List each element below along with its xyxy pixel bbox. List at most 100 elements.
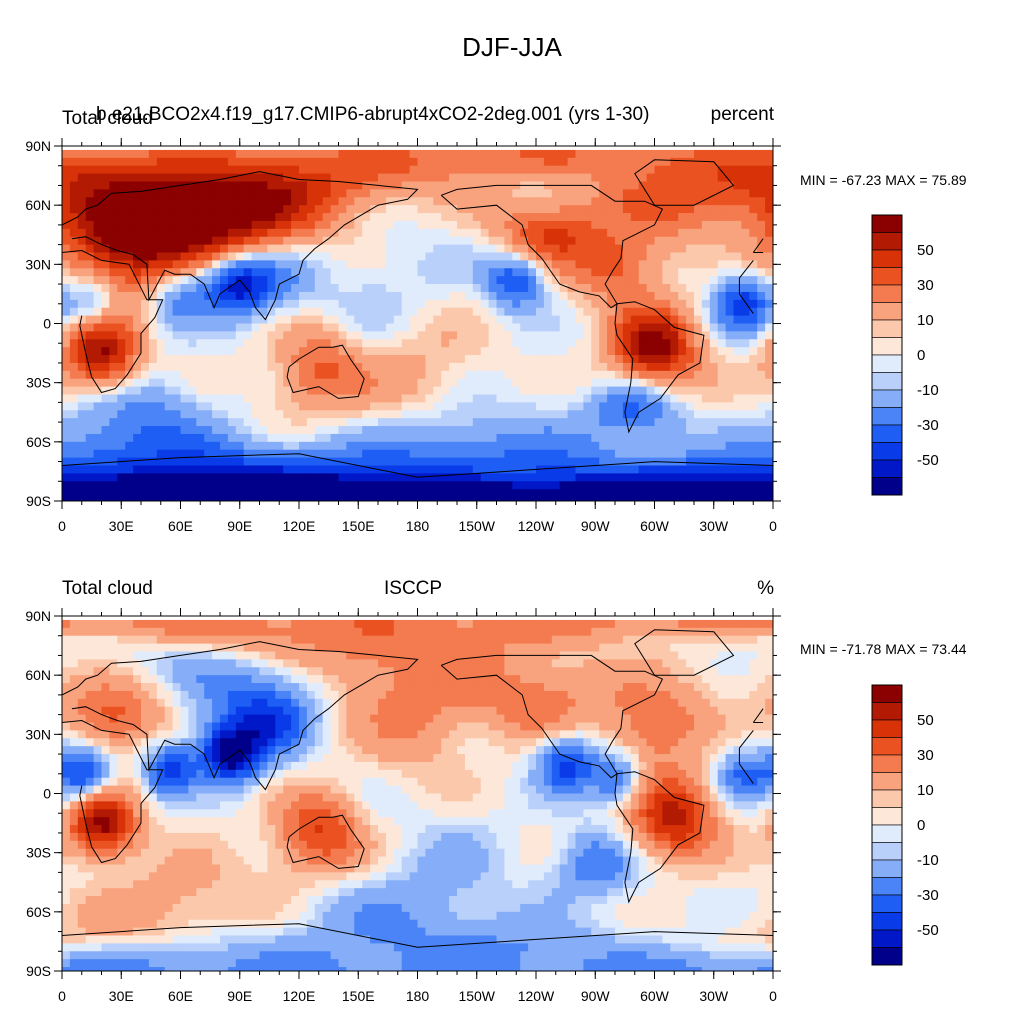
contour-cell: [528, 386, 537, 396]
contour-cell: [709, 465, 719, 474]
contour-cell: [196, 465, 205, 474]
contour-cell: [125, 244, 134, 254]
contour-cell: [299, 667, 308, 676]
contour-cell: [646, 284, 656, 293]
contour-cell: [93, 457, 103, 467]
contour-cell: [291, 189, 300, 198]
contour-cell: [109, 291, 118, 301]
contour-cell: [733, 651, 742, 660]
contour-cell: [733, 165, 742, 175]
contour-cell: [314, 667, 324, 676]
contour-cell: [765, 481, 773, 490]
contour-cell: [314, 347, 324, 356]
contour-cell: [362, 370, 371, 380]
contour-cell: [417, 205, 426, 214]
contour-cell: [504, 149, 513, 159]
contour-cell: [741, 489, 750, 498]
contour-cell: [701, 181, 711, 190]
contour-cell: [488, 635, 498, 645]
contour-cell: [330, 675, 340, 684]
contour-cell: [543, 370, 553, 380]
contour-cell: [559, 299, 569, 309]
contour-cell: [717, 205, 727, 214]
contour-cell: [678, 228, 687, 238]
contour-cell: [528, 149, 537, 159]
contour-cell: [401, 181, 411, 190]
contour-cell: [464, 667, 474, 676]
contour-cell: [551, 347, 561, 356]
contour-cell: [117, 651, 126, 660]
contour-cell: [251, 149, 261, 159]
contour-cell: [480, 659, 490, 668]
contour-cell: [757, 410, 766, 419]
contour-cell: [164, 252, 174, 261]
contour-cell: [551, 205, 561, 214]
contour-cell: [196, 315, 205, 325]
contour-cell: [235, 252, 245, 261]
contour-cell: [615, 284, 624, 293]
contour-cell: [551, 402, 561, 411]
contour-cell: [306, 433, 316, 443]
contour-cell: [694, 220, 703, 230]
contour-cell: [670, 220, 679, 230]
contour-cell: [109, 418, 118, 427]
contour-cell: [607, 291, 616, 301]
contour-cell: [314, 228, 324, 238]
contour-cell: [362, 284, 371, 293]
contour-cell: [243, 675, 253, 684]
contour-cell: [283, 228, 292, 238]
contour-cell: [85, 244, 95, 254]
contour-cell: [670, 252, 679, 261]
contour-cell: [69, 260, 79, 269]
contour-cell: [385, 410, 395, 419]
contour-cell: [212, 252, 221, 261]
contour-cell: [259, 220, 268, 230]
contour-cell: [401, 260, 411, 269]
contour-cell: [62, 213, 71, 222]
contour-cell: [283, 394, 292, 403]
contour-cell: [646, 307, 656, 317]
contour-cell: [591, 252, 600, 261]
contour-cell: [686, 197, 695, 206]
contour-cell: [196, 394, 205, 403]
contour-cell: [441, 181, 450, 190]
contour-cell: [678, 165, 687, 175]
contour-cell: [77, 675, 87, 684]
contour-cell: [757, 667, 766, 676]
contour-cell: [520, 418, 529, 427]
contour-cell: [583, 426, 592, 435]
contour-cell: [243, 307, 253, 317]
contour-cell: [638, 244, 648, 254]
contour-cell: [488, 386, 498, 396]
contour-cell: [243, 189, 253, 198]
contour-cell: [630, 659, 640, 668]
contour-cell: [172, 394, 182, 403]
contour-cell: [615, 643, 624, 653]
contour-cell: [725, 497, 735, 501]
contour-cell: [441, 284, 450, 293]
contour-cell: [62, 378, 71, 388]
contour-cell: [615, 394, 624, 403]
contour-cell: [425, 355, 434, 364]
contour-cell: [425, 481, 434, 490]
contour-cell: [180, 268, 189, 277]
contour-cell: [622, 635, 632, 645]
contour-cell: [259, 307, 268, 317]
contour-cell: [204, 197, 213, 206]
contour-cell: [567, 465, 577, 474]
contour-cell: [235, 426, 245, 435]
contour-cell: [401, 205, 411, 214]
contour-cell: [101, 299, 110, 309]
contour-cell: [417, 284, 426, 293]
contour-cell: [543, 260, 553, 269]
contour-cell: [125, 402, 134, 411]
contour-cell: [678, 213, 687, 222]
contour-cell: [417, 299, 426, 309]
contour-cell: [338, 426, 347, 435]
contour-cell: [85, 489, 95, 498]
contour-cell: [148, 378, 158, 388]
contour-cell: [464, 339, 474, 348]
contour-cell: [251, 181, 261, 190]
contour-cell: [449, 173, 458, 183]
contour-cell: [749, 355, 758, 364]
